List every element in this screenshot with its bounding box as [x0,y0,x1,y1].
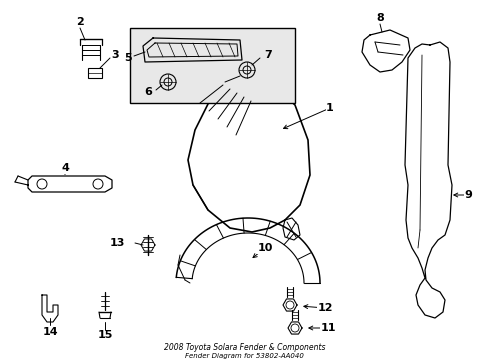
Text: 9: 9 [463,190,471,200]
Text: 2008 Toyota Solara Fender & Components: 2008 Toyota Solara Fender & Components [163,343,325,352]
Text: 8: 8 [375,13,383,23]
Text: 10: 10 [257,243,272,253]
Text: 15: 15 [97,330,112,340]
Text: 13: 13 [109,238,125,248]
Text: 2: 2 [76,17,84,27]
Text: 11: 11 [320,323,335,333]
Text: 3: 3 [111,50,119,60]
Text: 6: 6 [144,87,152,97]
Text: Fender Diagram for 53802-AA040: Fender Diagram for 53802-AA040 [184,353,304,359]
Text: 7: 7 [264,50,271,60]
FancyBboxPatch shape [88,68,102,78]
Text: 5: 5 [124,53,132,63]
Text: 12: 12 [317,303,332,313]
Text: 4: 4 [61,163,69,173]
FancyBboxPatch shape [130,28,294,103]
Text: 1: 1 [325,103,333,113]
Text: 14: 14 [42,327,58,337]
